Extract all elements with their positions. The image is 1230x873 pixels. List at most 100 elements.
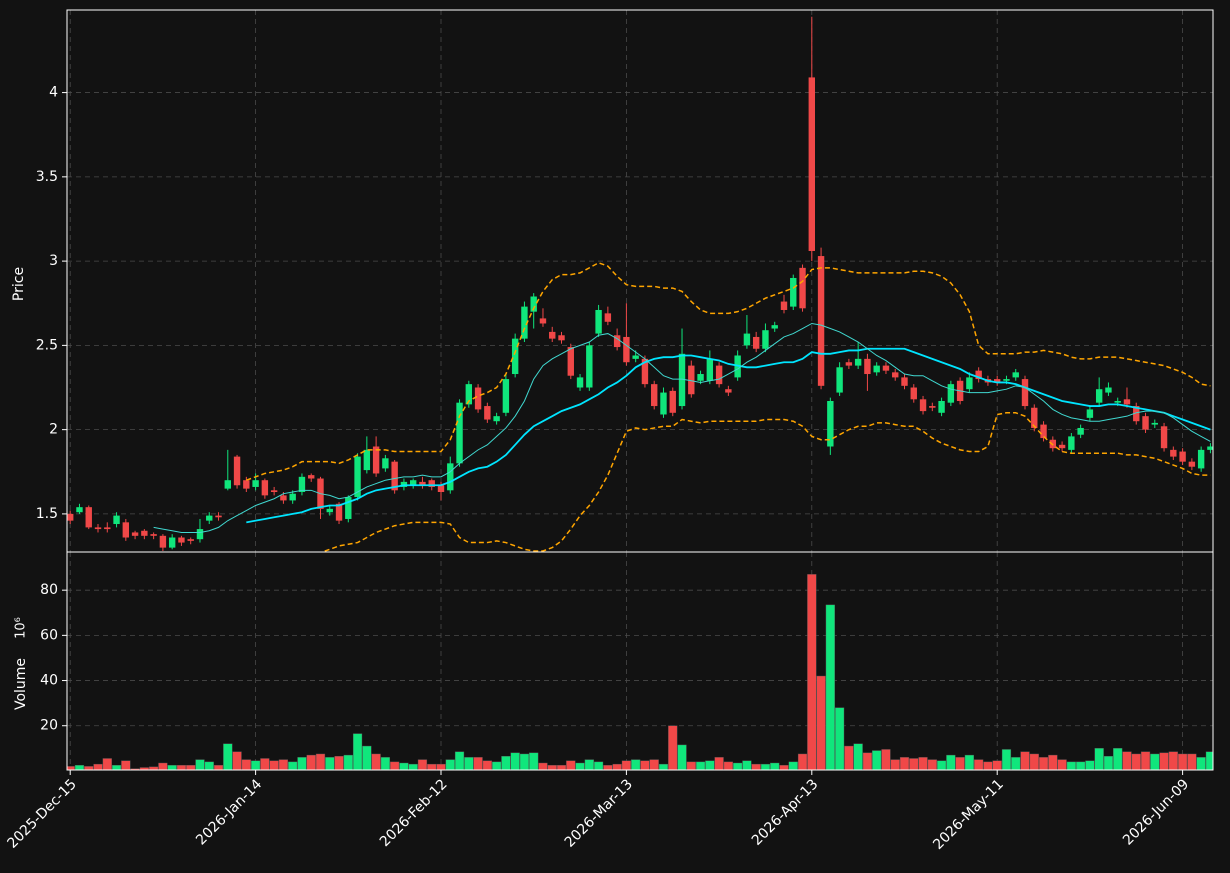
candle-body — [1188, 461, 1196, 467]
candle-body — [1151, 422, 1158, 425]
candle-body — [632, 355, 639, 359]
volume-bar — [195, 759, 205, 770]
volume-bar — [714, 757, 724, 770]
y-tick-label: 60 — [40, 627, 58, 643]
volume-bar — [297, 757, 307, 770]
y-tick-label: 1.5 — [36, 506, 58, 522]
volume-bar — [603, 765, 613, 770]
candle-body — [539, 318, 547, 324]
volume-bar — [844, 745, 854, 770]
candle-body — [845, 362, 853, 366]
volume-bar — [992, 760, 1002, 770]
candle-body — [289, 493, 296, 501]
candle-body — [76, 507, 83, 513]
candle-body — [919, 399, 927, 412]
candle-body — [651, 384, 658, 407]
volume-bar — [760, 763, 771, 770]
volume-bar — [464, 757, 474, 770]
candle-body — [382, 458, 389, 469]
volume-bar — [640, 760, 650, 770]
candle-body — [298, 476, 306, 493]
candle-body — [725, 389, 732, 393]
volume-bar — [1029, 753, 1039, 770]
candle-body — [697, 374, 704, 381]
volume-bar — [380, 757, 390, 770]
volume-bar — [1131, 753, 1141, 770]
candle-body — [586, 345, 593, 388]
volume-bar — [612, 763, 622, 770]
volume-bar — [74, 765, 85, 770]
candle-body — [669, 390, 676, 413]
volume-bar — [1150, 753, 1160, 770]
candle-body — [447, 463, 454, 491]
y-tick-label: 2 — [49, 422, 58, 438]
volume-bar — [1020, 751, 1030, 770]
candle-body — [799, 267, 806, 309]
volume-scale: 10⁶ — [14, 617, 29, 639]
volume-bar — [770, 762, 780, 770]
candle-body — [1086, 409, 1094, 418]
candle-body — [743, 333, 751, 346]
candle-body — [688, 365, 695, 395]
candle-body — [771, 325, 778, 329]
volume-bar — [269, 760, 279, 770]
candle-body — [1179, 451, 1186, 462]
candle-body — [975, 370, 982, 380]
candle-body — [233, 456, 241, 486]
candle-body — [335, 503, 343, 521]
volume-bar — [751, 763, 761, 770]
volume-bar — [121, 760, 131, 770]
candle-body — [623, 336, 630, 363]
candle-body — [752, 336, 760, 349]
volume-bar — [853, 743, 863, 770]
y-tick-label: 4 — [49, 85, 58, 101]
volume-bar — [566, 760, 576, 770]
candle-body — [576, 377, 584, 388]
y-tick-label: 3.5 — [36, 169, 58, 185]
volume-bar — [1196, 757, 1206, 770]
volume-bar — [417, 759, 428, 770]
volume-bar — [84, 766, 94, 770]
candle-body — [1114, 400, 1121, 403]
volume-bar — [1177, 753, 1188, 770]
volume-bar — [742, 760, 752, 770]
candle-body — [706, 358, 714, 381]
volume-bar — [1122, 751, 1132, 770]
volume-bar — [723, 761, 733, 770]
volume-bar — [1048, 754, 1058, 770]
candle-body — [280, 495, 287, 501]
volume-bar — [529, 752, 539, 770]
candle-body — [354, 456, 361, 498]
candle-body — [122, 522, 130, 538]
volume-bar — [955, 757, 965, 770]
volume-bar — [362, 745, 372, 770]
volume-bar — [1187, 753, 1197, 770]
volume-bar — [102, 758, 112, 770]
candle-body — [892, 372, 899, 378]
volume-bar — [111, 765, 122, 770]
candle-body — [521, 306, 528, 339]
overlay-line — [246, 347, 1211, 524]
candle-body — [1105, 387, 1112, 393]
candle-body — [1058, 444, 1066, 449]
y-tick-label: 40 — [40, 673, 58, 689]
volume-bar — [547, 765, 557, 770]
candle-body — [493, 416, 500, 422]
candle-body — [604, 313, 612, 322]
candle-body — [966, 377, 973, 390]
volume-bar — [288, 761, 298, 770]
volume-bar — [686, 761, 696, 770]
volume-bar — [260, 758, 270, 770]
candle-body — [947, 384, 955, 403]
candle-body — [595, 309, 602, 334]
candle-body — [910, 387, 917, 400]
volume-bar — [204, 761, 214, 770]
volume-bar — [427, 763, 437, 770]
candle-body — [1142, 416, 1149, 430]
volume-bar — [974, 759, 984, 770]
volume-bar — [668, 725, 678, 770]
volume-bar — [158, 762, 168, 770]
candle-body — [882, 365, 890, 371]
candle-body — [549, 331, 556, 339]
